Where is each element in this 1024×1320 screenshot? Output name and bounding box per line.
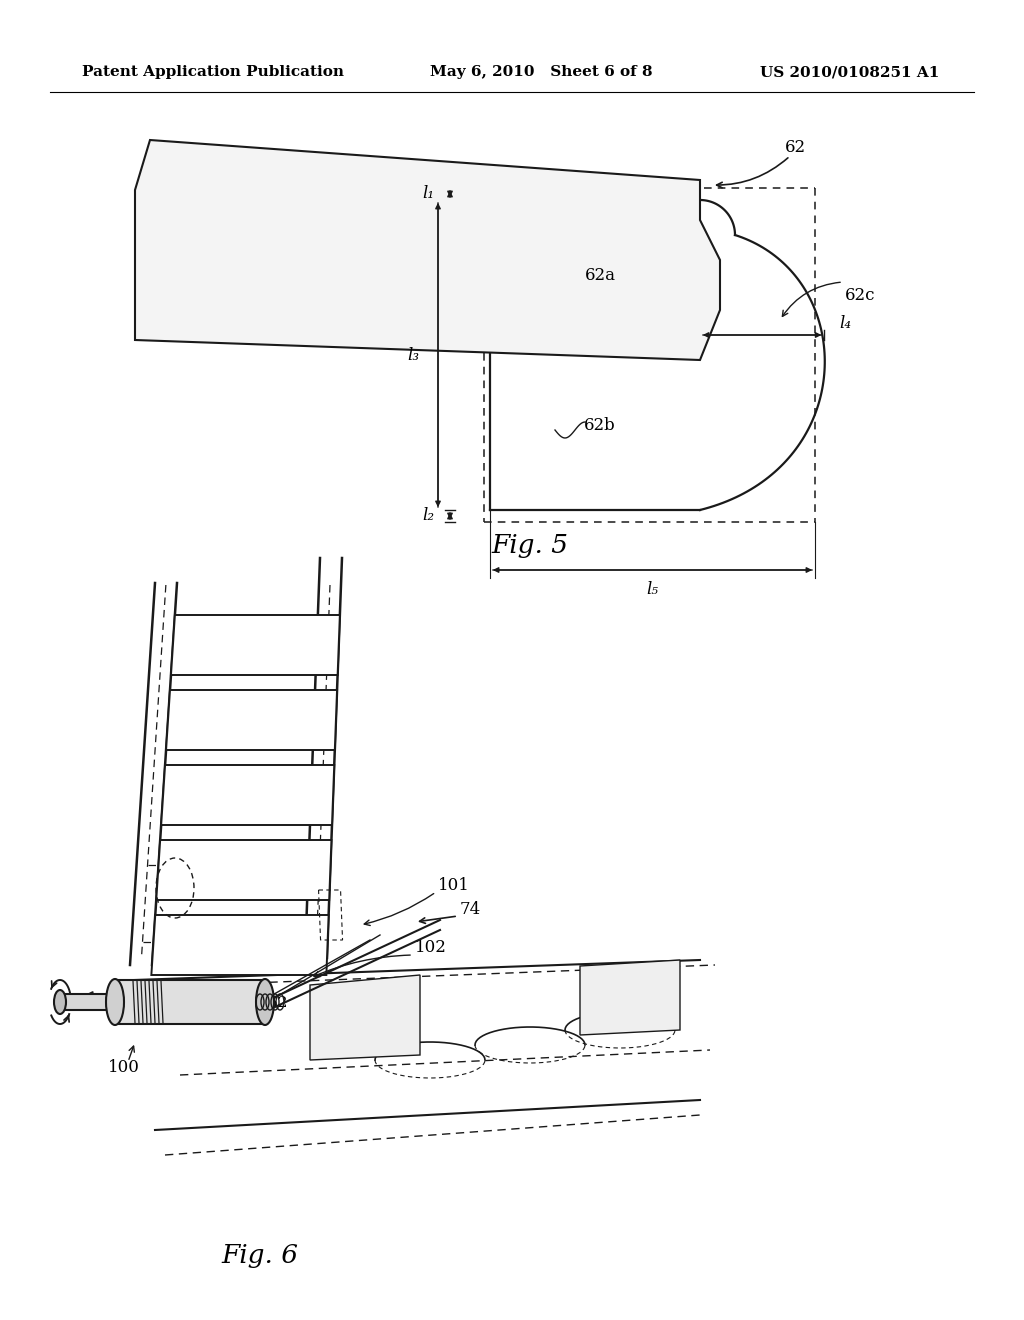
Ellipse shape	[256, 979, 274, 1026]
Text: l₂: l₂	[422, 507, 434, 524]
Text: Fig. 5: Fig. 5	[492, 532, 568, 557]
Text: l₃: l₃	[407, 346, 419, 363]
Polygon shape	[166, 690, 337, 750]
Polygon shape	[310, 975, 420, 1060]
Ellipse shape	[106, 979, 124, 1026]
Text: 62: 62	[268, 997, 288, 1010]
Text: 62b: 62b	[584, 417, 615, 433]
Polygon shape	[115, 979, 265, 1024]
Ellipse shape	[54, 990, 66, 1014]
Text: 102: 102	[415, 940, 446, 957]
Polygon shape	[157, 840, 332, 900]
Text: 62: 62	[784, 140, 806, 157]
Text: l₁: l₁	[422, 186, 434, 202]
Text: US 2010/0108251 A1: US 2010/0108251 A1	[760, 65, 939, 79]
Text: 100: 100	[108, 1060, 140, 1077]
Text: 62c: 62c	[845, 286, 876, 304]
Text: May 6, 2010   Sheet 6 of 8: May 6, 2010 Sheet 6 of 8	[430, 65, 652, 79]
Text: Fig. 6: Fig. 6	[221, 1242, 299, 1267]
Text: 74: 74	[460, 902, 481, 919]
Text: 101: 101	[438, 876, 470, 894]
Polygon shape	[60, 994, 115, 1010]
Polygon shape	[152, 915, 329, 975]
Text: 62: 62	[218, 1003, 238, 1016]
Text: 62a: 62a	[585, 267, 615, 284]
Polygon shape	[171, 615, 340, 675]
Text: l₅: l₅	[646, 582, 658, 598]
Text: l₄: l₄	[840, 314, 851, 331]
Polygon shape	[161, 766, 334, 825]
Polygon shape	[135, 140, 720, 360]
Polygon shape	[580, 960, 680, 1035]
Text: Patent Application Publication: Patent Application Publication	[82, 65, 344, 79]
